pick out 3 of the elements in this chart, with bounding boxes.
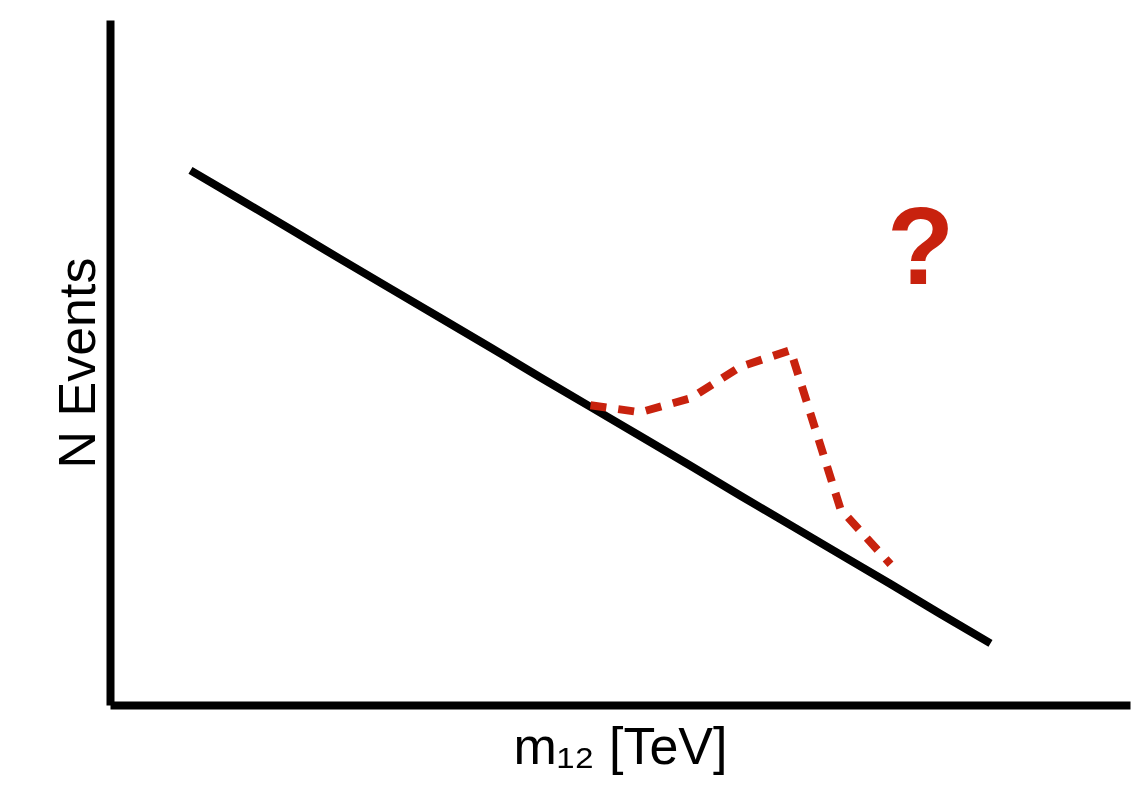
- y-axis-title: N Events: [47, 257, 106, 469]
- annotation: ?: [886, 183, 955, 307]
- x-axis-title: m₁₂ [TeV]: [513, 716, 728, 775]
